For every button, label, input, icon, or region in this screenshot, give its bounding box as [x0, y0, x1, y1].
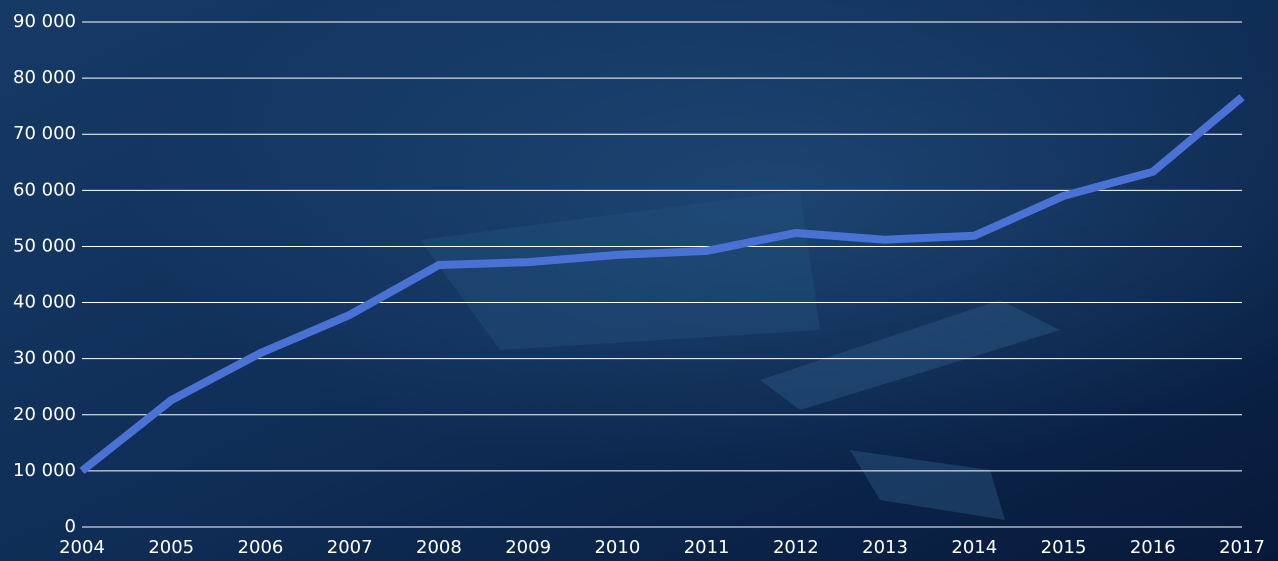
x-tick-label: 2008 — [416, 537, 462, 558]
y-tick-label: 10 000 — [13, 460, 76, 481]
x-tick-label: 2011 — [684, 537, 730, 558]
x-tick-label: 2014 — [951, 537, 997, 558]
x-tick-label: 2004 — [59, 537, 105, 558]
x-tick-label: 2015 — [1041, 537, 1087, 558]
background-boat — [850, 450, 1005, 520]
background-building — [420, 190, 820, 350]
y-tick-label: 80 000 — [13, 67, 76, 88]
x-tick-label: 2007 — [327, 537, 373, 558]
y-tick-label: 20 000 — [13, 404, 76, 425]
x-tick-label: 2017 — [1219, 537, 1265, 558]
y-tick-label: 30 000 — [13, 348, 76, 369]
y-tick-label: 90 000 — [13, 11, 76, 32]
y-tick-label: 0 — [65, 516, 76, 537]
x-tick-label: 2009 — [505, 537, 551, 558]
x-tick-label: 2013 — [862, 537, 908, 558]
x-tick-label: 2006 — [238, 537, 284, 558]
x-tick-label: 2010 — [594, 537, 640, 558]
x-tick-label: 2005 — [148, 537, 194, 558]
background-ship — [760, 300, 1060, 410]
x-tick-label: 2012 — [773, 537, 819, 558]
y-tick-label: 60 000 — [13, 179, 76, 200]
x-tick-label: 2016 — [1130, 537, 1176, 558]
y-tick-label: 50 000 — [13, 235, 76, 256]
y-tick-label: 40 000 — [13, 292, 76, 313]
y-tick-label: 70 000 — [13, 123, 76, 144]
data-line — [79, 94, 1245, 475]
